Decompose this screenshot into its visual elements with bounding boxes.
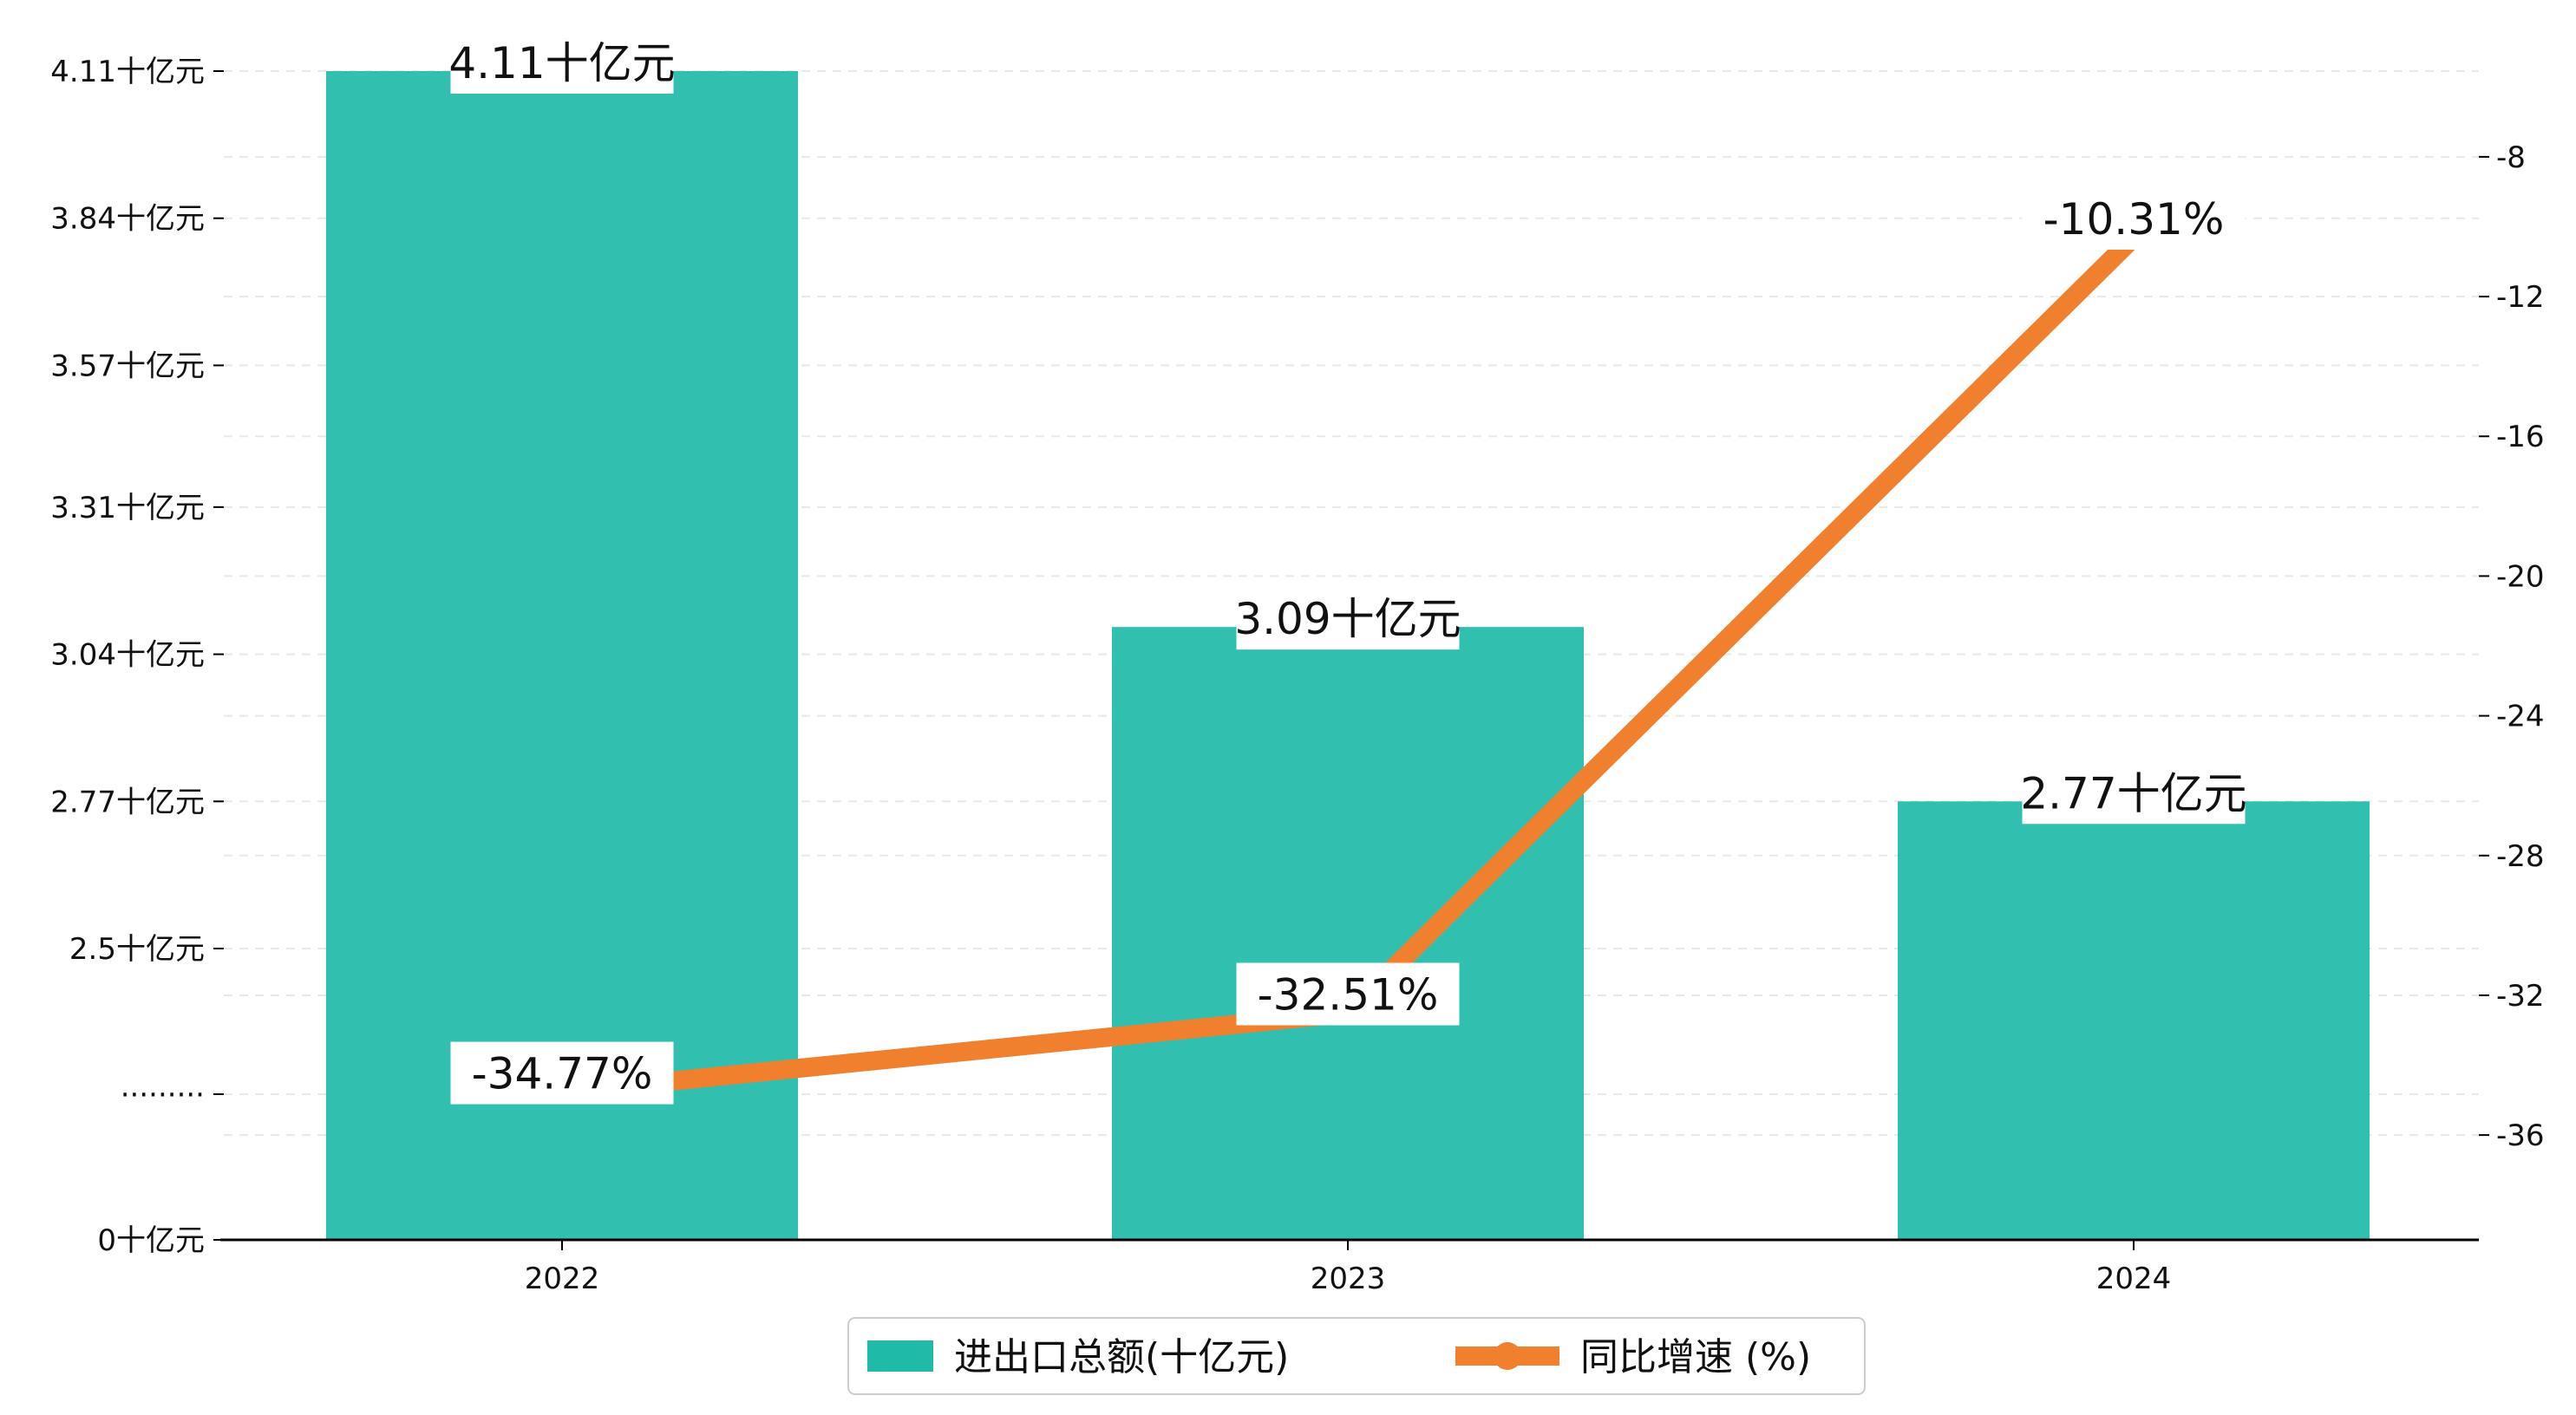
legend-box (847, 1317, 1866, 1395)
y-left-tick-label: 2.77十亿元 (50, 785, 205, 819)
y-right-tick-label: -8 (2496, 140, 2526, 175)
x-tick-label: 2024 (2096, 1262, 2172, 1296)
bar-value-label-bg (450, 31, 674, 94)
legend-label-bar: 进出口总额(十亿元) (954, 1335, 1289, 1379)
growth-value-label-bg (2022, 186, 2246, 250)
bar-series (326, 71, 2370, 1240)
legend-swatch-bar (867, 1340, 933, 1372)
x-tick-label: 2022 (525, 1262, 600, 1296)
y-right-tick-label: -28 (2496, 839, 2545, 874)
growth-value-label-bg (1236, 962, 1460, 1026)
x-tick-label: 2023 (1311, 1262, 1386, 1296)
bar-value-label-bg (2022, 761, 2246, 825)
bar-2023 (1112, 627, 1584, 1240)
legend-label-line: 同比增速 (%) (1580, 1335, 1811, 1379)
legend: 进出口总额(十亿元) 同比增速 (%) (847, 1317, 1866, 1395)
axes: 2022 2023 2024 0十亿元 ········· 2.5十亿元 2.77十亿元 3.… (50, 55, 2544, 1296)
bar-value-label: 3.09十亿元 (1234, 594, 1461, 644)
bar-value-label-bg (1236, 587, 1460, 650)
y-right-tick-label: -12 (2496, 280, 2545, 315)
growth-value-label-bg (450, 1041, 674, 1105)
y-left-tick-label: 3.84十亿元 (50, 202, 205, 237)
y-right-tick-label: -24 (2496, 700, 2545, 734)
legend-swatch-marker (1494, 1342, 1521, 1370)
y-left-tick-label: ········· (121, 1078, 205, 1112)
y-right-tick-label: -36 (2496, 1118, 2545, 1153)
bar-value-label: 2.77十亿元 (2020, 768, 2246, 818)
y-left-tick-label: 3.57十亿元 (50, 349, 205, 383)
growth-value-label: -34.77% (472, 1049, 653, 1099)
y-right-tick-label: -16 (2496, 420, 2545, 454)
y-left-tick-label: 3.04十亿元 (50, 638, 205, 673)
y-right-tick-label: -20 (2496, 559, 2545, 594)
y-right-tick-label: -32 (2496, 979, 2545, 1014)
growth-value-label: -10.31% (2043, 194, 2225, 245)
y-left-tick-label: 4.11十亿元 (50, 55, 205, 89)
data-labels: 4.11十亿元 3.09十亿元 2.77十亿元 -34.77% -32.51% -10.3… (448, 31, 2247, 1105)
y-left-tick-label: 2.5十亿元 (69, 932, 205, 967)
y-left-tick-label: 0十亿元 (97, 1223, 205, 1258)
bar-2024 (1898, 801, 2370, 1240)
growth-value-label: -32.51% (1258, 969, 1439, 1020)
y-left-tick-label: 3.31十亿元 (50, 491, 205, 525)
bar-value-label: 4.11十亿元 (448, 38, 675, 88)
